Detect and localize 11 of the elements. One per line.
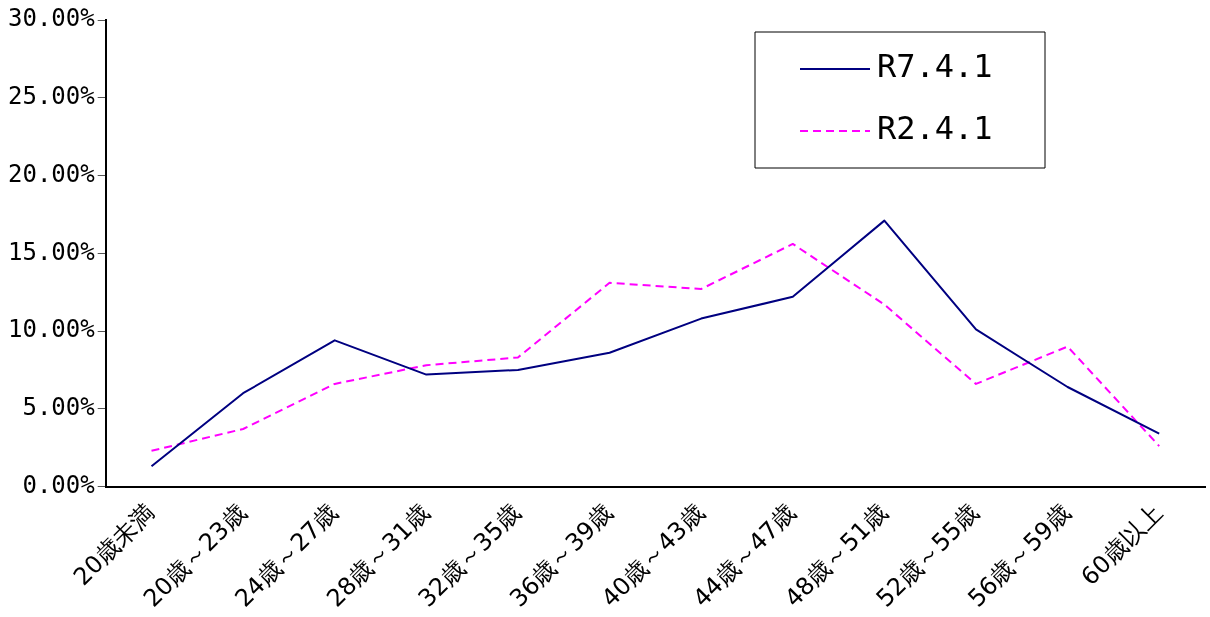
y-tick-label: 30.00% xyxy=(7,4,96,33)
y-tick-label: 15.00% xyxy=(7,237,96,266)
y-tick-label: 5.00% xyxy=(22,393,96,422)
y-tick-label: 20.00% xyxy=(7,159,96,188)
y-tick-label: 0.00% xyxy=(22,470,96,499)
y-tick-label: 25.00% xyxy=(7,81,96,110)
x-tick-label: 60歳以上 xyxy=(1075,498,1168,591)
legend-label: R7.4.1 xyxy=(877,47,993,86)
line-series xyxy=(150,242,1161,452)
legend-label: R2.4.1 xyxy=(877,109,993,148)
y-tick-label: 10.00% xyxy=(7,315,96,344)
